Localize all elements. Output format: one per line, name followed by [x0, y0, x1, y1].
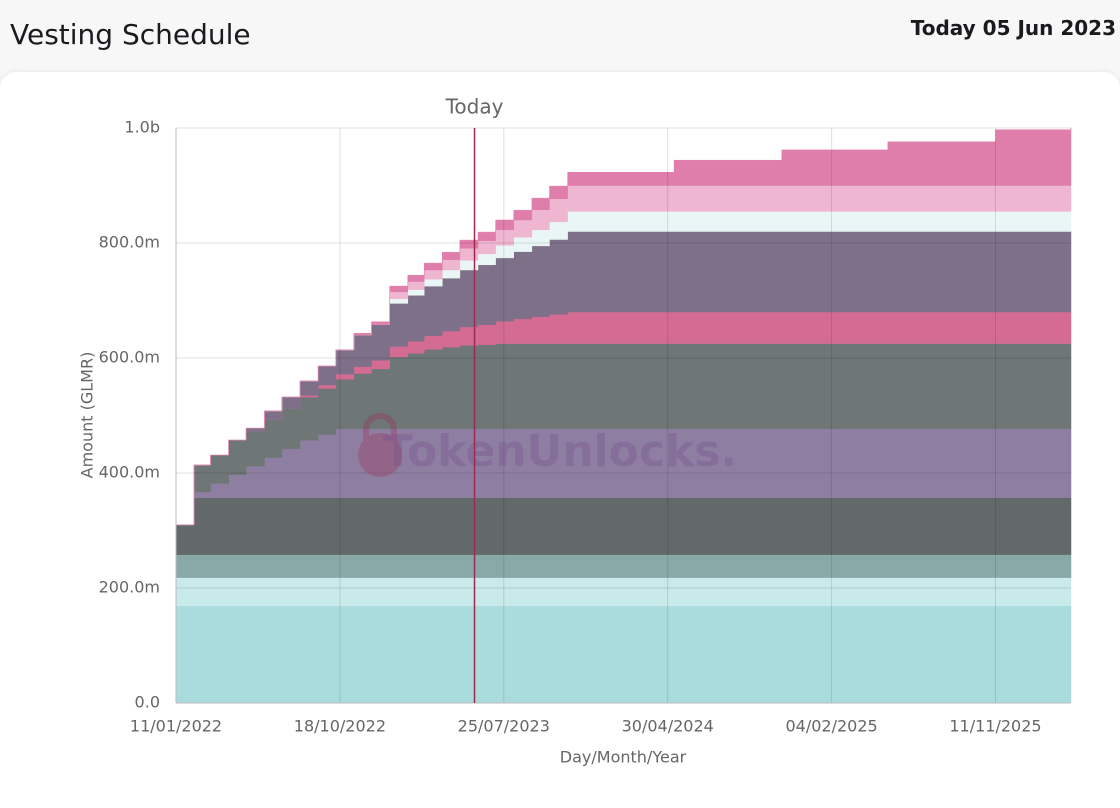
x-axis-label: Day/Month/Year [560, 748, 687, 767]
today-label: Today [445, 95, 504, 119]
y-tick-label: 600.0m [99, 348, 160, 367]
y-axis-label: Amount (GLMR) [78, 352, 97, 479]
y-tick-label: 800.0m [99, 233, 160, 252]
area-layer [175, 497, 1072, 555]
watermark: TokenUnlocks. [383, 426, 737, 477]
area-layer [175, 577, 1072, 607]
y-tick-label: 200.0m [99, 578, 160, 597]
x-tick-label: 25/07/2023 [458, 717, 550, 736]
x-tick-label: 18/10/2022 [294, 717, 386, 736]
area-layer [175, 605, 1072, 704]
y-tick-label: 400.0m [99, 463, 160, 482]
lock-body [358, 433, 402, 477]
y-tick-label: 0.0 [135, 693, 160, 712]
y-tick-label: 1.0b [124, 118, 160, 137]
areas [175, 128, 1072, 704]
area-layer [175, 554, 1072, 578]
x-tick-label: 04/02/2025 [785, 717, 877, 736]
x-tick-label: 11/11/2025 [949, 717, 1041, 736]
grid [175, 127, 1071, 704]
x-tick-label: 11/01/2022 [130, 717, 222, 736]
lock-shackle [363, 413, 397, 440]
page-title: Vesting Schedule [10, 18, 251, 51]
watermark-lock [358, 413, 402, 477]
x-tick-label: 30/04/2024 [622, 717, 714, 736]
area-layer [176, 128, 1072, 526]
today-date: Today 05 Jun 2023 [910, 16, 1116, 40]
